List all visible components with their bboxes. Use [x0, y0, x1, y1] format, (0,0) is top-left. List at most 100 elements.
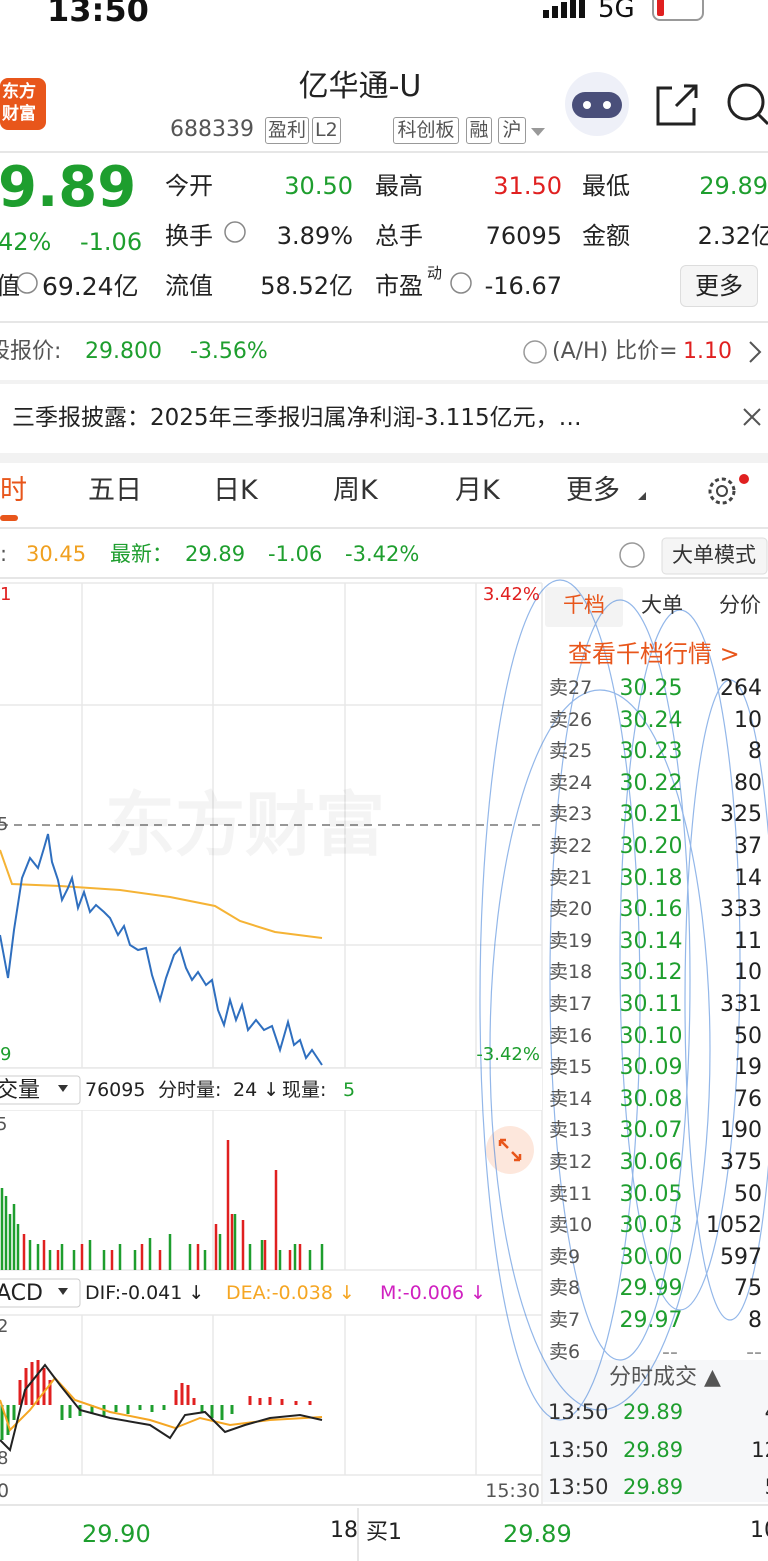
ask-level: 卖10 [549, 1214, 593, 1237]
order-tab[interactable]: 千档 [563, 593, 605, 617]
notice[interactable]: 三季报披露：2025年三季报归属净利润-3.115亿元，… [12, 405, 582, 431]
ask-level: 卖11 [549, 1182, 593, 1205]
trades-bg [543, 1360, 768, 1502]
axis-label: 0 [0, 1480, 10, 1502]
ask-level: 卖16 [549, 1024, 593, 1047]
ah-price: 29.800 [85, 339, 162, 364]
help-icon[interactable] [523, 340, 547, 364]
last-price: 9.89 [0, 155, 137, 220]
axis-label: 9 [0, 1044, 12, 1065]
help-icon[interactable] [619, 542, 645, 568]
field-label: 金额 [582, 222, 630, 250]
chart-tab[interactable]: 月K [455, 475, 500, 506]
order-tab[interactable]: 大单 [641, 593, 683, 617]
avatar-eye [603, 101, 611, 109]
volume-header-bg [0, 1068, 542, 1110]
indicator-select[interactable] [0, 1278, 81, 1308]
ask-price: 30.05 [619, 1181, 683, 1207]
battery [652, 0, 704, 21]
axis-label: 5 [0, 1114, 8, 1135]
logo-text: 东方 [2, 82, 36, 102]
close-icon[interactable] [743, 408, 761, 426]
chart-tab[interactable]: 更多 [566, 475, 620, 506]
expand-button[interactable] [486, 1126, 534, 1174]
ask-level: 卖14 [549, 1087, 593, 1110]
order-tab[interactable]: 分价 [719, 593, 761, 617]
info-icon[interactable] [16, 272, 38, 294]
ask-price: 30.03 [619, 1213, 683, 1239]
field-value: 31.50 [493, 172, 562, 200]
indicator-select[interactable] [0, 1075, 81, 1105]
field-value: -16.67 [484, 272, 562, 300]
change-pct: 42% [0, 228, 52, 256]
settings-icon[interactable] [708, 477, 736, 505]
mode-button[interactable] [661, 537, 768, 575]
axis-label: 1 [0, 584, 12, 605]
tag: 科创板 [393, 117, 459, 144]
tag: L2 [312, 117, 341, 144]
info-icon[interactable] [224, 221, 246, 243]
field-label: 最低 [582, 172, 630, 200]
ask-volume: 76 [734, 1086, 762, 1112]
ask-price: 30.08 [619, 1086, 683, 1112]
ask-volume: 325 [720, 802, 762, 828]
ask-price: -- [662, 1339, 678, 1365]
macd-dif: DIF:-0.041 ↓ [85, 1282, 205, 1304]
indicator-name: 交量 [0, 1078, 41, 1103]
ask-price: 30.18 [619, 865, 683, 891]
ask-volume: 50 [734, 1181, 762, 1207]
ask-level: 卖22 [549, 835, 593, 857]
ask-level: 卖23 [549, 803, 593, 826]
app-logo [0, 78, 46, 130]
change-pct: -3.42% [345, 542, 420, 566]
ask-price: 30.12 [619, 960, 683, 986]
ask-price: 30.25 [619, 676, 683, 701]
order-tab-active[interactable] [545, 587, 623, 627]
gap [0, 453, 768, 463]
scribble [479, 579, 768, 1421]
mode-button[interactable]: 大单模式 [672, 543, 756, 567]
field-value: 76095 [485, 222, 562, 250]
chart-tab[interactable]: 周K [333, 475, 378, 506]
volume-tick: 24 ↓ [233, 1079, 280, 1101]
label: 最新： [110, 542, 173, 566]
ask-volume: 331 [720, 992, 762, 1017]
field-label: 今开 [165, 172, 213, 200]
bid-price: 29.89 [503, 1520, 572, 1548]
gap [0, 380, 768, 384]
label: : [0, 542, 8, 566]
label: 股报价: [0, 339, 62, 364]
chart-grid [0, 582, 543, 1505]
chart-tab[interactable]: 五日 [88, 475, 142, 506]
more-button[interactable]: 更多 [680, 265, 758, 307]
ask-volume: 50 [734, 1023, 762, 1049]
chevron[interactable] [749, 341, 762, 363]
label: 现量: [282, 1079, 327, 1101]
ask-price: 29.97 [619, 1308, 683, 1333]
ask-volume: 190 [720, 1118, 762, 1144]
dropdown-arrow[interactable] [531, 128, 545, 136]
price-line [0, 833, 323, 1066]
ask-level: 卖9 [549, 1245, 581, 1268]
search-icon[interactable] [727, 83, 765, 121]
info-icon[interactable] [450, 272, 472, 294]
trades-title[interactable]: 分时成交 ▲ [609, 1365, 721, 1390]
ask-price: 30.07 [619, 1118, 683, 1144]
ask-volume: 18 [330, 1518, 358, 1543]
ask-price: 30.16 [619, 897, 683, 923]
ask-price: 30.00 [619, 1244, 683, 1270]
chart-tab[interactable]: 日K [213, 475, 258, 506]
volume-total: 76095 [85, 1079, 146, 1101]
field-label: 最高 [375, 172, 423, 200]
share-icon[interactable] [656, 84, 698, 126]
ask-price: 30.24 [619, 707, 683, 733]
chart-tab[interactable]: 时 [0, 475, 27, 506]
bid-label: 买1 [366, 1520, 402, 1545]
ask-volume: 8 [748, 1308, 762, 1333]
ask-volume: 8 [748, 739, 762, 765]
average-line [0, 849, 323, 939]
order-link[interactable]: 查看千档行情 > [568, 640, 740, 668]
ask-level: 卖20 [549, 898, 593, 921]
ask-level: 卖15 [549, 1056, 593, 1079]
field-value: 3.89% [276, 222, 353, 250]
